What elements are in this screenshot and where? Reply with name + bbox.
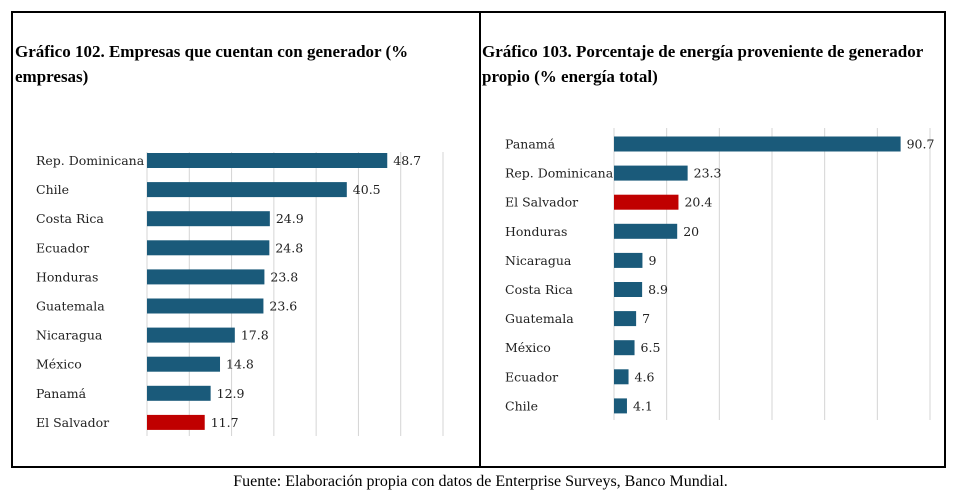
figure-frame [11,11,946,468]
value-label: 9 [648,253,656,268]
value-label: 4.1 [633,398,653,413]
category-label: Chile [505,398,538,413]
bar [147,269,265,285]
value-label: 11.7 [211,415,239,430]
value-label: 6.5 [641,340,661,355]
bar [614,136,901,152]
category-label: México [36,357,82,372]
category-label: México [505,340,551,355]
value-label: 4.6 [635,369,655,384]
value-label: 12.9 [217,386,245,401]
bar [614,252,643,268]
value-label: 20.4 [684,195,712,210]
category-label: Costa Rica [36,211,104,226]
chart-103: Panamá 90.7 Rep. Dominicana 23.3 El Salvador… [505,128,934,420]
bar [147,298,264,314]
value-label: 20 [683,224,699,239]
category-label: El Salvador [505,195,578,210]
bar [147,356,221,372]
value-label: 23.8 [270,269,298,284]
value-label: 14.8 [226,357,254,372]
category-label: Rep. Dominicana [505,166,614,181]
bar [614,398,627,414]
bar [147,211,270,227]
value-label: 48.7 [393,153,421,168]
bar [614,165,688,181]
category-label: Guatemala [505,311,574,326]
source-note: Fuente: Elaboración propia con datos de … [233,473,728,490]
bar [147,385,211,401]
category-label: Ecuador [36,240,89,255]
bar [147,182,347,198]
category-label: Chile [36,182,69,197]
chart-102-title: Gráfico 102. Empresas que cuentan con ge… [15,42,409,86]
category-label: Honduras [505,224,567,239]
category-label: Ecuador [505,369,558,384]
category-label: Guatemala [36,299,105,314]
category-label: Costa Rica [505,282,573,297]
value-label: 23.6 [269,299,297,314]
bar [147,327,235,343]
value-label: 8.9 [648,282,668,297]
bar [614,340,635,356]
chart-103-title: Gráfico 103. Porcentaje de energía prove… [482,42,923,86]
bar [614,311,637,327]
bar [147,240,270,256]
value-label: 24.9 [276,211,304,226]
value-label: 23.3 [694,166,722,181]
value-label: 90.7 [907,137,935,152]
value-label: 24.8 [275,240,303,255]
category-label: Nicaragua [36,328,103,343]
bar [614,282,643,297]
panel-divider [479,11,481,468]
category-label: El Salvador [36,415,109,430]
category-label: Panamá [505,137,556,152]
chart-102: Rep. Dominicana 48.7 Chile 40.5 Costa Rica 24… [36,152,444,436]
value-label: 40.5 [353,182,381,197]
category-label: Panamá [36,386,87,401]
value-label: 17.8 [241,328,269,343]
bar [147,153,388,168]
category-label: Rep. Dominicana [36,153,145,168]
bar [614,369,629,385]
bar-highlight [147,414,205,430]
category-label: Honduras [36,269,98,284]
value-label: 7 [642,311,650,326]
category-label: Nicaragua [505,253,572,268]
bar-highlight [614,194,679,210]
bar [614,223,678,239]
